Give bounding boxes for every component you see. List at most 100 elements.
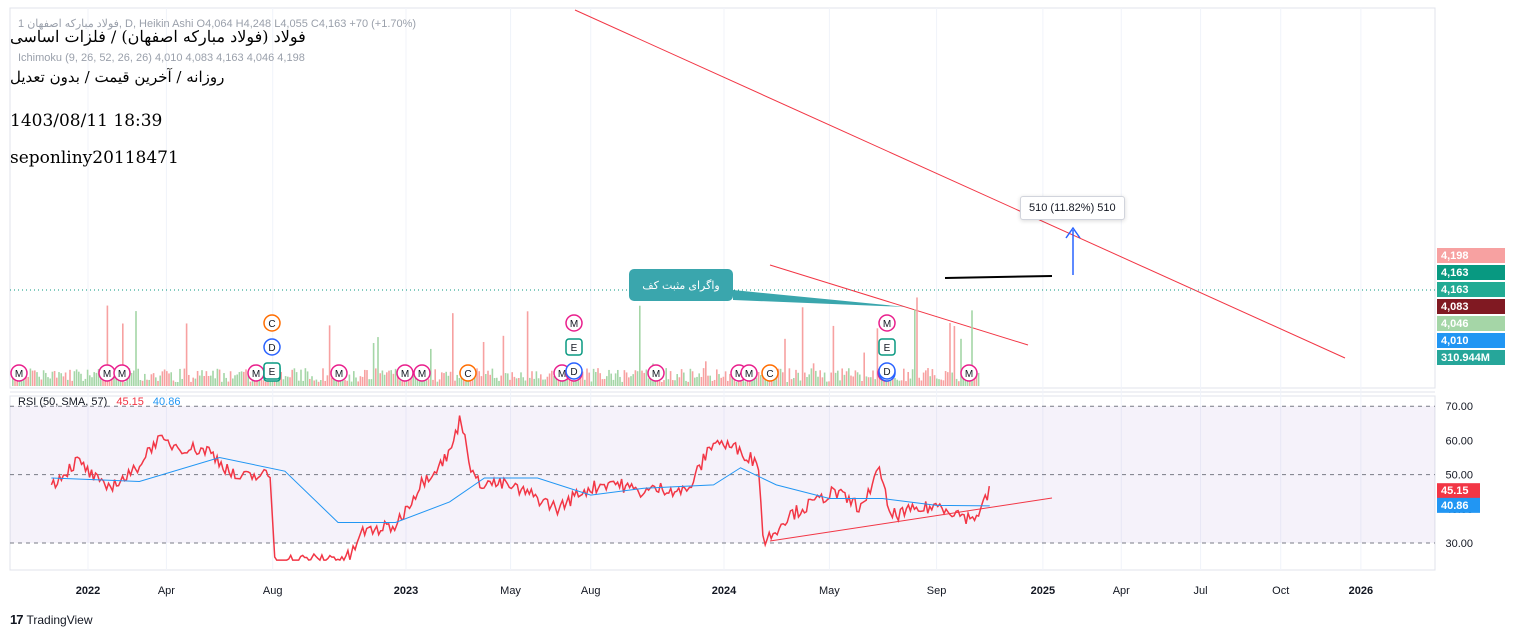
volume-bar bbox=[595, 371, 597, 386]
volume-bar bbox=[454, 380, 456, 386]
volume-bar bbox=[496, 377, 498, 386]
volume-bar bbox=[777, 368, 780, 386]
volume-bar bbox=[95, 372, 98, 386]
volume-bar bbox=[20, 377, 23, 386]
volume-bar bbox=[878, 377, 881, 386]
volume-bar bbox=[713, 379, 716, 386]
volume-bar bbox=[45, 372, 47, 386]
time-tick-label: May bbox=[819, 585, 840, 597]
event-marker-letter: M bbox=[15, 369, 23, 380]
volume-bar bbox=[817, 376, 819, 386]
volume-bar bbox=[447, 375, 450, 386]
volume-bar bbox=[896, 379, 898, 386]
volume-bar bbox=[843, 374, 846, 386]
event-marker-letter: M bbox=[883, 319, 891, 330]
event-marker-m: M bbox=[247, 364, 265, 382]
volume-bar bbox=[579, 375, 582, 386]
volume-bar bbox=[148, 379, 150, 386]
volume-bar bbox=[383, 374, 386, 386]
volume-bar bbox=[757, 372, 760, 386]
time-tick-label: 2022 bbox=[76, 585, 100, 597]
volume-bar bbox=[971, 310, 973, 386]
volume-bar bbox=[144, 373, 146, 386]
volume-bar bbox=[722, 376, 725, 386]
volume-bar bbox=[905, 381, 907, 386]
volume-bar bbox=[724, 371, 727, 386]
volume-bar bbox=[223, 373, 225, 386]
volume-bar bbox=[27, 376, 29, 386]
chart-title: فولاد (فولاد مبارکه اصفهان) / فلزات اساس… bbox=[10, 27, 306, 46]
time-tick-label: 2023 bbox=[394, 585, 418, 597]
volume-bar bbox=[680, 369, 683, 386]
volume-bar bbox=[49, 378, 51, 386]
volume-bar bbox=[958, 381, 960, 386]
volume-bar bbox=[304, 368, 307, 386]
volume-bar bbox=[188, 374, 190, 386]
volume-bar bbox=[925, 370, 927, 386]
time-tick-label: 2024 bbox=[712, 585, 737, 597]
volume-bar bbox=[258, 379, 260, 386]
volume-bar bbox=[262, 380, 265, 386]
event-marker-shape bbox=[960, 364, 978, 382]
time-tick-label: Aug bbox=[581, 585, 601, 597]
volume-bar bbox=[821, 377, 824, 386]
volume-bar bbox=[298, 380, 300, 386]
tradingview-logo[interactable]: 17 TradingView bbox=[10, 612, 93, 627]
event-marker-letter: D bbox=[570, 367, 577, 378]
volume-bar bbox=[357, 381, 359, 386]
volume-bar bbox=[174, 381, 177, 386]
price-tag-label: 4,163 bbox=[1441, 267, 1469, 279]
volume-bar bbox=[34, 370, 36, 386]
chart-datetime: 1403/08/11 18:39 bbox=[10, 111, 163, 131]
volume-bar bbox=[590, 381, 593, 386]
volume-bar bbox=[951, 372, 953, 386]
volume-bar bbox=[75, 369, 78, 386]
volume-bar bbox=[830, 372, 832, 386]
volume-bar bbox=[927, 368, 929, 386]
volume-bar bbox=[529, 377, 531, 386]
volume-bar bbox=[687, 381, 689, 386]
volume-bar bbox=[441, 372, 443, 386]
volume-bar bbox=[423, 380, 425, 386]
volume-bar bbox=[232, 378, 234, 386]
price-tag-bg bbox=[1437, 248, 1505, 263]
volume-bar bbox=[491, 368, 494, 386]
volume-bar bbox=[661, 381, 663, 386]
event-marker-m: M bbox=[740, 364, 758, 382]
volume-bar bbox=[192, 377, 194, 386]
event-marker-shape bbox=[878, 314, 896, 332]
volume-bar bbox=[685, 380, 687, 386]
volume-bar bbox=[348, 374, 351, 386]
volume-bar bbox=[29, 368, 32, 386]
volume-bar bbox=[625, 372, 628, 386]
volume-bar bbox=[225, 377, 227, 386]
volume-bar bbox=[828, 381, 830, 386]
price-tag-label: 310.944M bbox=[1441, 352, 1490, 364]
volume-bar bbox=[493, 377, 496, 386]
divergence-callout[interactable]: واگرای مثبت کف bbox=[629, 269, 733, 301]
volume-bar bbox=[872, 370, 874, 386]
volume-bar bbox=[247, 372, 249, 386]
time-tick-label: Aug bbox=[263, 585, 283, 597]
rsi-legend-sma: 40.86 bbox=[152, 396, 181, 408]
volume-bar bbox=[735, 381, 738, 386]
event-marker-shape bbox=[10, 364, 28, 382]
volume-bar bbox=[427, 379, 430, 386]
event-marker-shape bbox=[647, 364, 665, 382]
price-tag-label: 4,010 bbox=[1441, 335, 1469, 347]
volume-bar bbox=[410, 377, 412, 386]
volume-bar bbox=[51, 371, 54, 386]
horizontal-level bbox=[944, 275, 1053, 279]
volume-bar bbox=[364, 369, 366, 386]
volume-bar bbox=[31, 370, 34, 386]
volume-bar bbox=[526, 311, 529, 386]
volume-bar bbox=[287, 376, 289, 386]
volume-bar bbox=[73, 371, 76, 386]
volume-bar bbox=[859, 374, 861, 386]
volume-bar bbox=[289, 377, 291, 386]
volume-bar bbox=[361, 376, 364, 386]
event-marker-shape bbox=[878, 362, 896, 380]
event-marker-shape bbox=[459, 364, 477, 382]
volume-bar bbox=[628, 377, 630, 386]
